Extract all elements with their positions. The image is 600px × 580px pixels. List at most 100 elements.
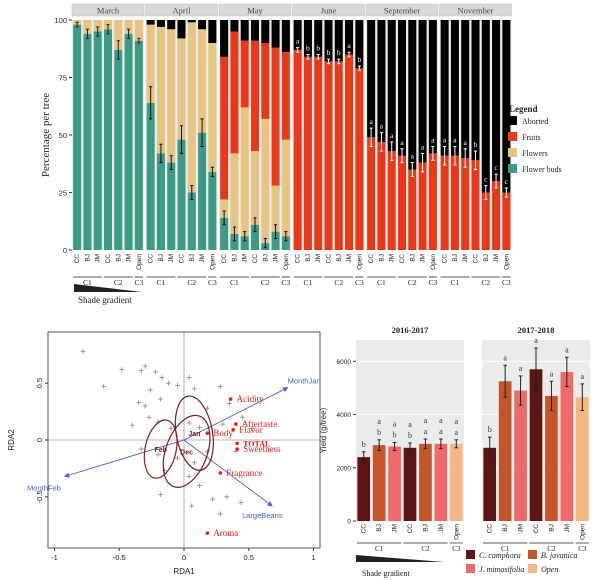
bar-segment-flower-buds bbox=[240, 236, 249, 250]
significance-letter: b bbox=[316, 44, 320, 53]
bar-segment-flower-buds bbox=[146, 102, 155, 250]
bar-segment-fruits bbox=[502, 192, 511, 250]
yield-x-category-label: JM bbox=[392, 524, 399, 533]
rda-x-tick-label: 0 bbox=[182, 553, 186, 562]
bar-segment-fruits bbox=[471, 160, 480, 250]
bar-segment-fruits bbox=[281, 52, 290, 140]
shade-gradient-label: Shade gradient bbox=[78, 295, 132, 305]
rda-sample-point bbox=[136, 399, 142, 405]
rda-sample-point bbox=[186, 420, 192, 426]
bar-segment-flower-buds bbox=[93, 31, 102, 250]
rda-sample-point bbox=[168, 426, 174, 432]
bar-segment-flower-buds bbox=[250, 224, 260, 250]
bar-segment-flowers bbox=[208, 43, 217, 172]
bar-segment-flowers bbox=[240, 107, 249, 237]
significance-letter: a bbox=[443, 136, 447, 145]
bar-segment-aborted bbox=[481, 20, 490, 193]
rda-sample-point bbox=[175, 455, 181, 461]
legend-label: Fruits bbox=[522, 133, 541, 142]
x-category-label: CC bbox=[252, 254, 259, 264]
panel-strip bbox=[218, 3, 292, 17]
rda-sample-point bbox=[80, 348, 86, 354]
bar-segment-fruits bbox=[397, 155, 407, 250]
rda-response-point bbox=[231, 427, 236, 432]
rda-sample-point bbox=[224, 494, 230, 500]
rda-sample-point bbox=[209, 496, 215, 502]
bar-segment-flowers bbox=[281, 139, 290, 237]
group-label: C1 bbox=[304, 278, 313, 287]
rda-response-point bbox=[205, 431, 210, 435]
significance-letter: b bbox=[337, 48, 341, 57]
bar-segment-aborted bbox=[345, 20, 354, 55]
significance-letter: a bbox=[431, 136, 435, 145]
rda-sample-point bbox=[153, 369, 159, 375]
bar-segment-fruits bbox=[314, 56, 323, 250]
bar-segment-fruits bbox=[345, 54, 354, 250]
yield-bar bbox=[545, 395, 558, 521]
yield-significance-letter: a bbox=[519, 364, 523, 373]
x-category-label: JM bbox=[346, 254, 353, 263]
yield-significance-letter: a bbox=[408, 420, 412, 429]
bar-segment-flower-buds bbox=[83, 33, 92, 250]
yield-y-tick-label: 2000 bbox=[337, 465, 352, 472]
rda-sample-point bbox=[191, 386, 197, 392]
bar-segment-flower-buds bbox=[220, 217, 229, 250]
yield-significance-letter: a bbox=[424, 416, 428, 425]
rda-explanatory-label: LargeBeans bbox=[242, 511, 283, 520]
bar-segment-fruits bbox=[355, 68, 364, 250]
yield-x-category-label: CC bbox=[407, 524, 414, 534]
rda-sample-point bbox=[158, 492, 164, 498]
yield-group-label: C2 bbox=[547, 545, 556, 553]
yield-y-tick-label: 6000 bbox=[337, 359, 352, 366]
x-category-label: BJ bbox=[452, 254, 459, 262]
yield-y-tick-label: 4000 bbox=[337, 412, 352, 419]
rda-group-ellipse bbox=[162, 414, 211, 488]
significance-letter: a bbox=[421, 142, 425, 151]
bar-segment-flower-buds bbox=[124, 33, 133, 250]
x-category-label: CC bbox=[179, 254, 186, 264]
significance-letter: a bbox=[411, 152, 415, 161]
yield-significance-letter: a bbox=[503, 353, 507, 362]
x-category-label: JM bbox=[95, 254, 102, 263]
bar-segment-flowers bbox=[156, 26, 165, 154]
shade-gradient-wedge bbox=[74, 284, 142, 292]
rda-x-tick-label: -1 bbox=[51, 553, 58, 562]
bar-segment-flower-buds bbox=[156, 153, 165, 250]
rda-x-tick-label: 1 bbox=[311, 553, 315, 562]
yield-panel-title: 2017-2018 bbox=[518, 325, 555, 335]
yield-significance-letter: a bbox=[439, 427, 443, 436]
rda-explanatory-arrow bbox=[183, 439, 273, 507]
x-category-label: BJ bbox=[378, 254, 385, 262]
bar-segment-aborted bbox=[418, 20, 427, 163]
x-category-label: JM bbox=[242, 254, 249, 263]
yield-bar bbox=[560, 371, 574, 521]
panel-month-label: November bbox=[458, 6, 494, 16]
rda-response-point bbox=[218, 471, 223, 475]
bar-segment-fruits bbox=[261, 43, 270, 119]
panel-strip bbox=[71, 3, 145, 17]
rda-sample-point bbox=[101, 384, 107, 390]
yield-bar bbox=[498, 381, 512, 521]
yield-significance-letter: a bbox=[439, 416, 443, 425]
bar-segment-fruits bbox=[367, 137, 376, 250]
rda-sample-point bbox=[147, 387, 153, 393]
panel-month-label: September bbox=[384, 6, 421, 16]
legend-label: Aborted bbox=[522, 117, 548, 126]
yield-x-category-label: BJ bbox=[376, 524, 383, 532]
bar-segment-aborted bbox=[367, 20, 376, 138]
bar-segment-fruits bbox=[334, 61, 343, 251]
bar-segment-fruits bbox=[440, 155, 449, 250]
x-category-label: CC bbox=[326, 254, 333, 264]
yield-group-label: C1 bbox=[375, 545, 384, 553]
bar-segment-aborted bbox=[355, 20, 364, 69]
significance-letter: b bbox=[474, 140, 478, 149]
bar-segment-aborted bbox=[146, 20, 155, 25]
bar-segment-flower-buds bbox=[177, 139, 186, 250]
bar-segment-aborted bbox=[314, 20, 323, 57]
rda-explanatory-arrow bbox=[183, 387, 289, 441]
group-label: C2 bbox=[408, 278, 417, 287]
rda-response-point bbox=[234, 422, 238, 426]
significance-letter: c bbox=[484, 175, 488, 184]
bar-segment-flowers bbox=[261, 118, 270, 244]
panel-strip bbox=[292, 3, 365, 17]
